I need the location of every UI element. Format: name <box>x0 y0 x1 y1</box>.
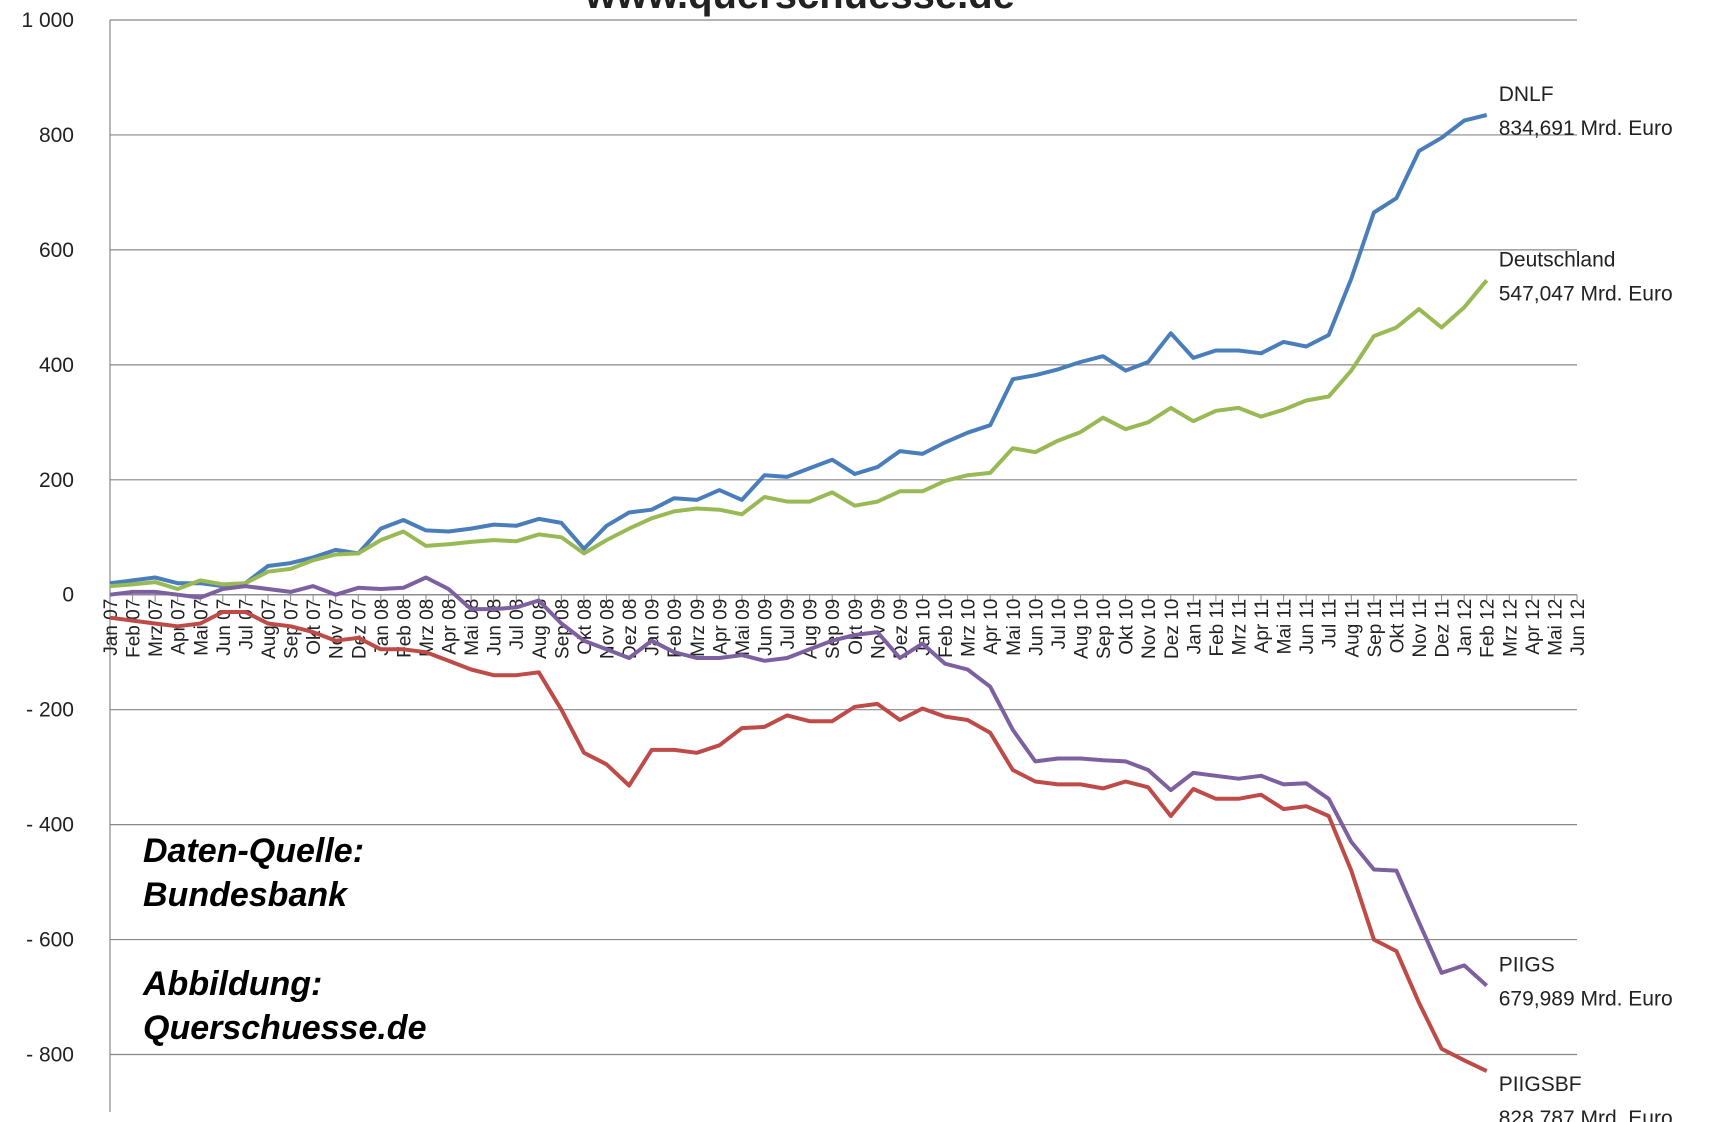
x-tick-label: Mrz 12 <box>1500 599 1521 657</box>
series-label: PIIGSBF <box>1499 1073 1582 1096</box>
series-label: Deutschland <box>1499 248 1616 271</box>
y-tick-label: - 200 <box>26 699 74 722</box>
x-tick-label: Jun 07 <box>214 599 235 656</box>
x-tick-label: Jul 09 <box>778 599 799 650</box>
x-tick-label: Dez 09 <box>891 599 912 659</box>
x-tick-label: Mrz 11 <box>1229 599 1250 656</box>
x-tick-label: Mrz 07 <box>146 599 167 657</box>
y-tick-label: 600 <box>39 239 74 262</box>
y-tick-label: 0 <box>62 584 74 607</box>
x-tick-label: Mai 09 <box>733 599 754 656</box>
x-tick-label: Okt 09 <box>846 599 867 655</box>
annotation: Abbildung: <box>142 965 322 1003</box>
x-tick-label: Aug 10 <box>1071 599 1092 659</box>
x-tick-label: Nov 08 <box>598 599 619 659</box>
x-tick-label: Mai 07 <box>191 599 212 656</box>
y-tick-label: 1 000 <box>21 9 74 32</box>
end-label: 547,047 Mrd. Euro <box>1499 282 1673 305</box>
x-tick-label: Jun 10 <box>1026 599 1047 656</box>
y-tick-label: 400 <box>39 354 74 377</box>
x-tick-label: Dez 10 <box>1162 599 1183 659</box>
x-tick-label: Dez 08 <box>620 599 641 659</box>
x-tick-label: Jan 12 <box>1455 599 1476 656</box>
y-tick-label: 800 <box>39 124 74 147</box>
series-label: PIIGS <box>1499 954 1555 977</box>
y-tick-label: - 800 <box>26 1044 74 1067</box>
x-tick-label: Okt 08 <box>575 599 596 655</box>
x-tick-label: Feb 09 <box>665 599 686 658</box>
end-label: 828,787 Mrd. Euro <box>1499 1107 1673 1122</box>
x-tick-label: Mrz 09 <box>688 599 709 657</box>
x-tick-label: Jul 08 <box>507 599 528 650</box>
x-tick-label: Feb 10 <box>936 599 957 658</box>
x-tick-label: Mrz 08 <box>417 599 438 657</box>
x-tick-label: Mai 12 <box>1545 599 1566 656</box>
x-tick-label: Aug 07 <box>259 599 280 659</box>
x-tick-label: Jun 09 <box>756 599 777 656</box>
x-tick-label: Mai 08 <box>462 599 483 656</box>
x-tick-label: Apr 12 <box>1523 599 1544 655</box>
x-tick-label: Mai 10 <box>1004 599 1025 656</box>
x-tick-label: Nov 07 <box>327 599 348 659</box>
end-label: 679,989 Mrd. Euro <box>1499 988 1673 1011</box>
annotation: Querschuesse.de <box>143 1009 426 1047</box>
x-tick-label: Jun 08 <box>485 599 506 656</box>
x-tick-label: Nov 09 <box>868 599 889 659</box>
x-tick-label: Aug 09 <box>801 599 822 659</box>
x-tick-label: Jan 11 <box>1184 599 1205 655</box>
x-tick-label: Dez 07 <box>349 599 370 659</box>
x-tick-label: Feb 12 <box>1478 599 1499 658</box>
x-tick-label: Jun 12 <box>1568 599 1589 656</box>
annotation: Daten-Quelle: <box>143 832 364 870</box>
x-tick-label: Jul 10 <box>1049 599 1070 650</box>
y-tick-label: - 600 <box>26 929 74 952</box>
x-tick-label: Apr 08 <box>440 599 461 655</box>
y-tick-label: 200 <box>39 469 74 492</box>
x-tick-label: Sep 08 <box>552 599 573 659</box>
x-tick-label: Sep 10 <box>1094 599 1115 659</box>
x-tick-label: Apr 10 <box>981 599 1002 655</box>
x-tick-label: Jun 11 <box>1297 599 1318 655</box>
x-tick-label: Sep 11 <box>1365 599 1386 658</box>
x-tick-label: Mai 11 <box>1275 599 1296 655</box>
x-tick-label: Okt 11 <box>1387 599 1408 654</box>
x-tick-label: Jul 07 <box>236 599 257 650</box>
x-tick-label: Feb 07 <box>124 599 145 658</box>
x-tick-label: Nov 11 <box>1410 599 1431 658</box>
x-tick-label: Aug 08 <box>530 599 551 659</box>
series-line <box>109 279 1489 591</box>
x-tick-label: Nov 10 <box>1139 599 1160 659</box>
x-tick-label: Aug 11 <box>1342 599 1363 658</box>
x-tick-label: Sep 07 <box>282 599 303 659</box>
annotation: Bundesbank <box>143 876 349 914</box>
x-tick-label: Mrz 10 <box>959 599 980 657</box>
series-label: DNLF <box>1499 83 1554 106</box>
x-tick-label: Jan 07 <box>101 599 122 656</box>
x-tick-label: Okt 10 <box>1117 599 1138 655</box>
x-tick-label: Dez 11 <box>1433 599 1454 658</box>
x-tick-label: Okt 07 <box>304 599 325 655</box>
x-tick-label: Apr 11 <box>1252 599 1273 654</box>
x-tick-label: Jul 11 <box>1320 599 1341 648</box>
x-tick-label: Feb 08 <box>394 599 415 658</box>
x-tick-label: Apr 09 <box>710 599 731 655</box>
x-tick-label: Sep 09 <box>823 599 844 659</box>
x-tick-label: Jan 08 <box>372 599 393 656</box>
x-tick-label: Feb 11 <box>1207 599 1228 657</box>
y-tick-label: - 400 <box>26 814 74 837</box>
series-line <box>109 610 1488 1073</box>
series-line <box>109 575 1489 988</box>
x-tick-label: Jan 10 <box>913 599 934 656</box>
series-line <box>109 113 1488 589</box>
end-label: 834,691 Mrd. Euro <box>1499 117 1673 140</box>
chart-title: www.querschuesse.de <box>584 0 1015 17</box>
